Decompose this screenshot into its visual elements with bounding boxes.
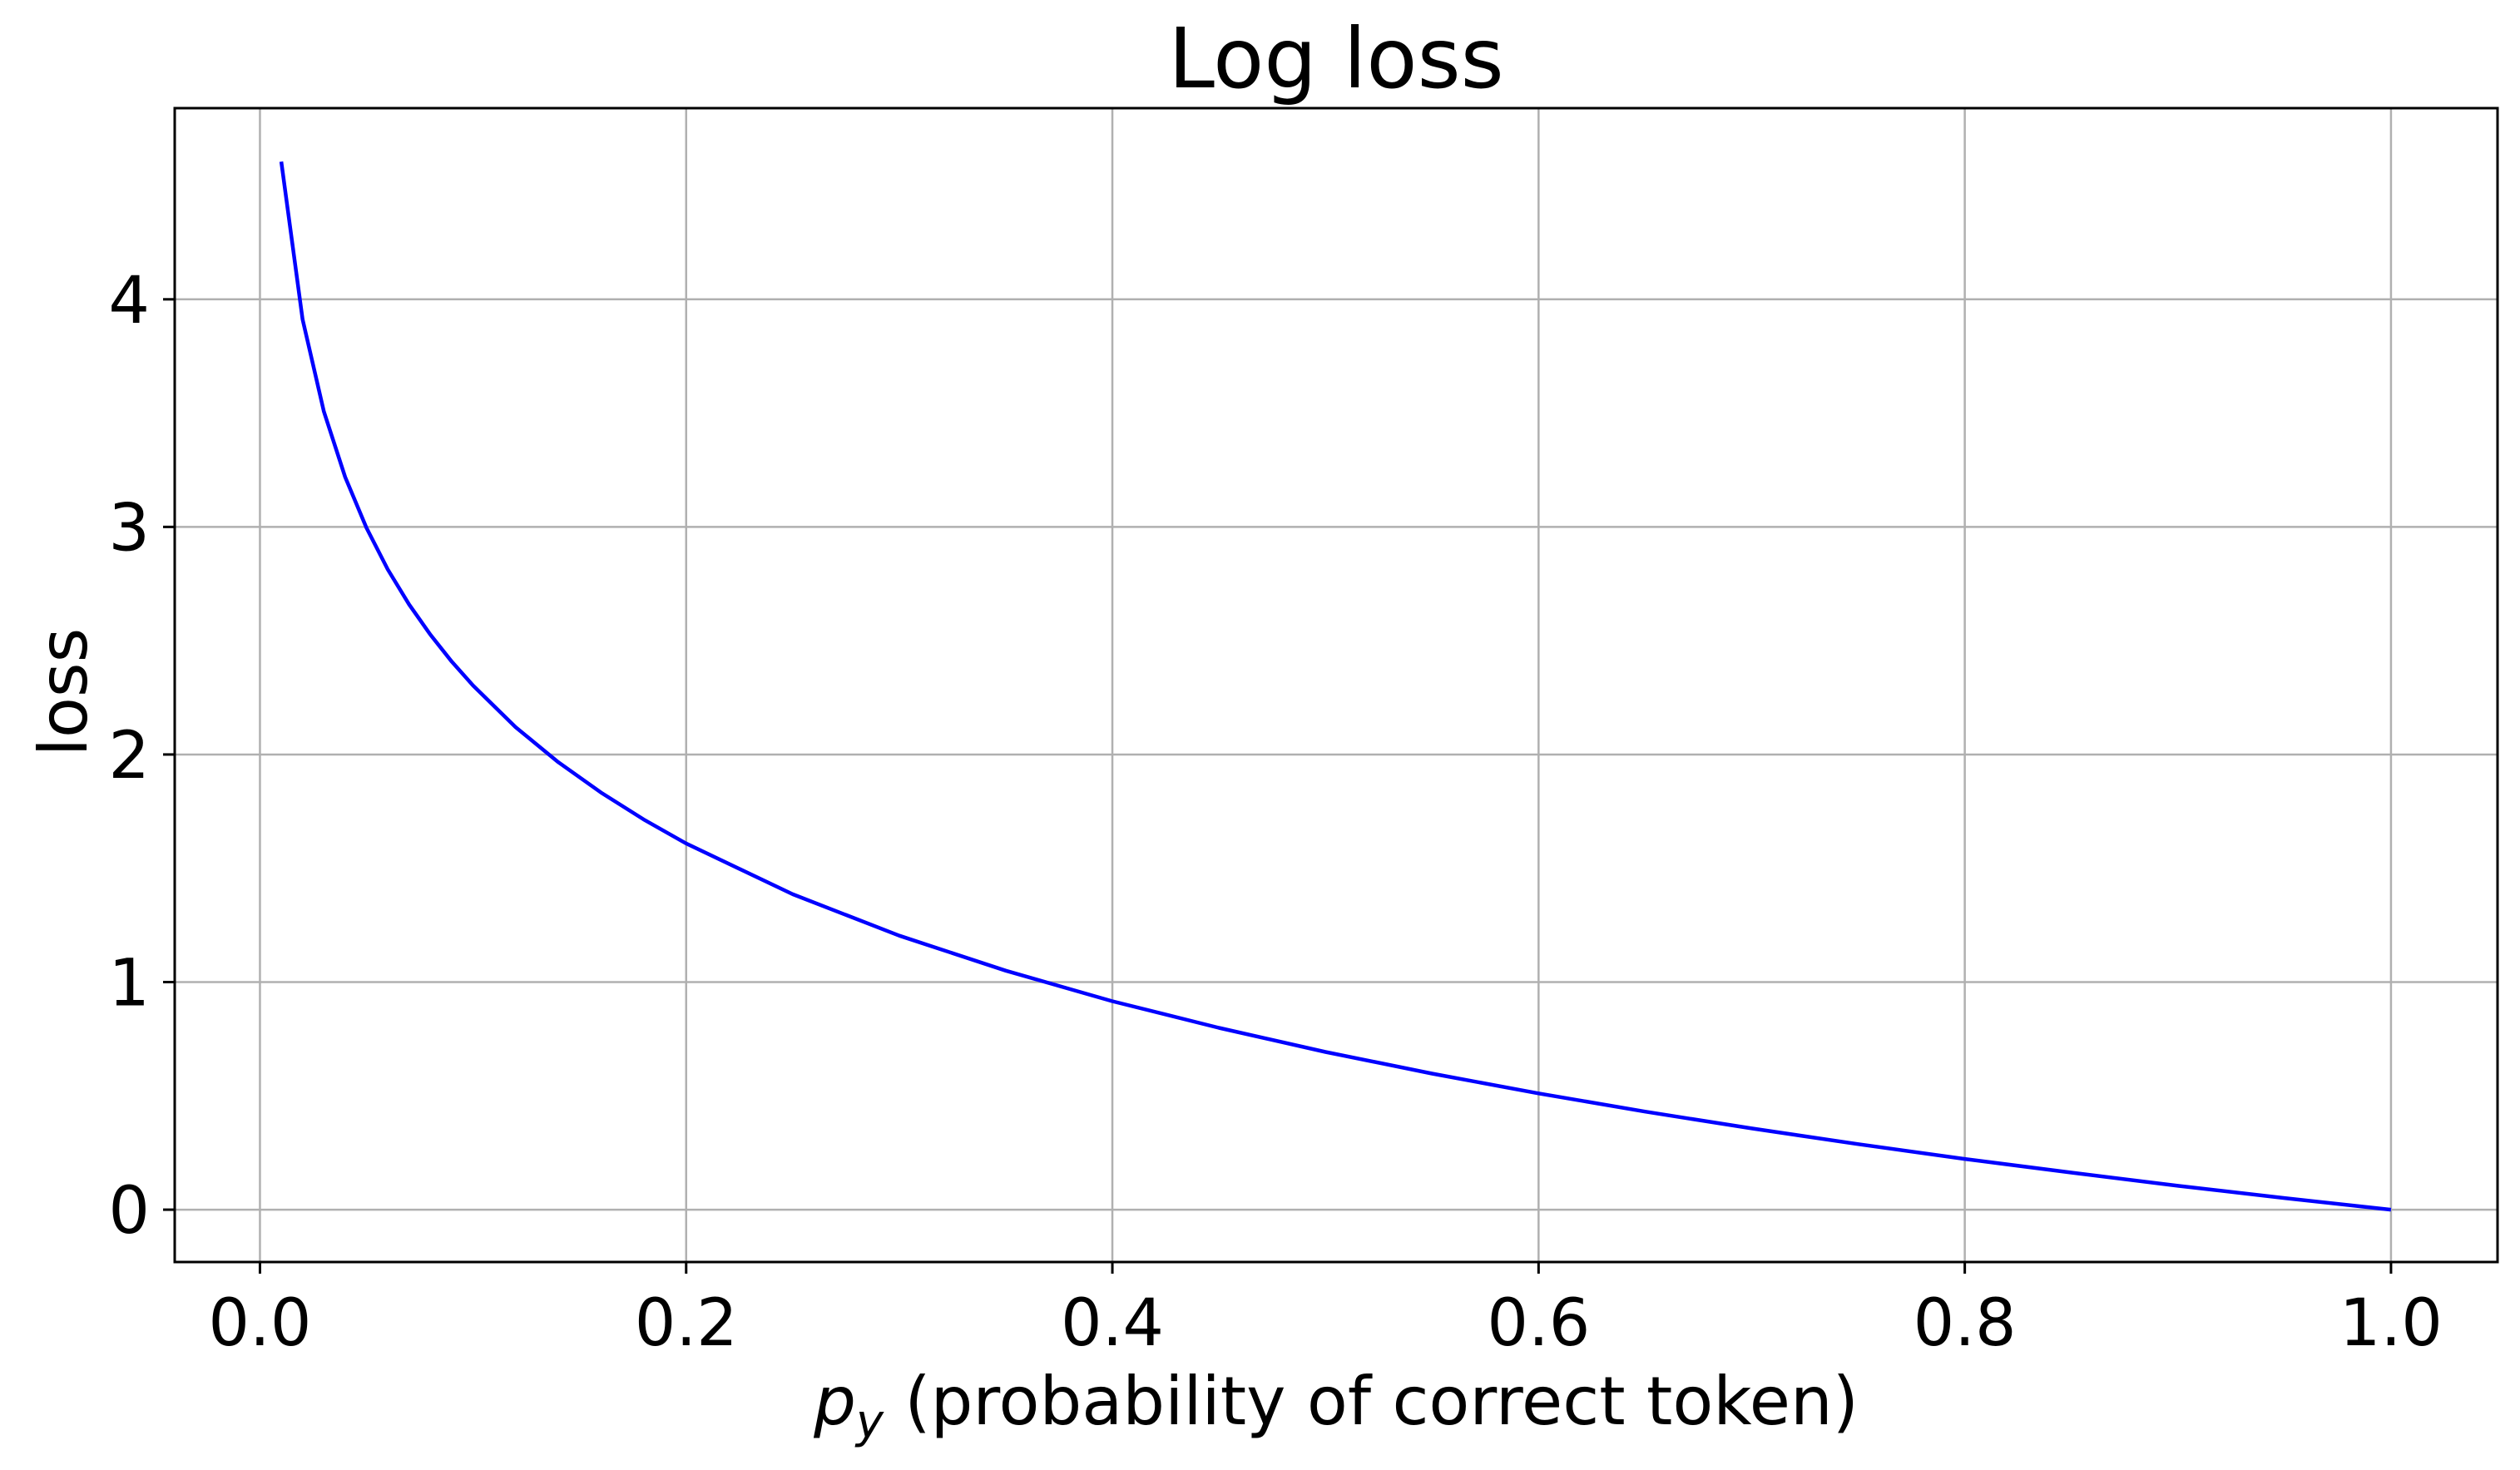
y-tick-label: 2 (108, 719, 150, 794)
loss-curve-line (279, 161, 2392, 1212)
x-axis-label-rest: (probability of correct token) (884, 1363, 1859, 1440)
x-axis-label-symbol: p (813, 1363, 856, 1440)
y-tick-label: 0 (108, 1174, 150, 1249)
y-tick-label: 1 (108, 947, 150, 1022)
x-tick-label: 0.0 (208, 1286, 311, 1361)
x-axis-label-subscript: y (854, 1395, 884, 1449)
series-layer (279, 161, 2392, 1212)
x-tick-label: 1.0 (2339, 1286, 2443, 1361)
x-axis-ticks: 0.0 0.2 0.4 0.6 0.8 1.0 (208, 1262, 2443, 1361)
y-tick-label: 4 (108, 264, 150, 339)
x-tick-label: 0.4 (1061, 1286, 1164, 1361)
x-tick-label: 0.2 (635, 1286, 738, 1361)
x-axis-label: py (probability of correct token) (813, 1363, 1859, 1449)
y-tick-label: 3 (108, 491, 150, 566)
x-tick-label: 0.8 (1914, 1286, 2017, 1361)
grid-lines (175, 108, 2498, 1262)
x-tick-label: 0.6 (1487, 1286, 1590, 1361)
plot-frame (173, 106, 2499, 1264)
chart-title: Log loss (1168, 10, 1504, 107)
y-axis-ticks: 0 1 2 3 4 (108, 264, 175, 1249)
y-axis-label: loss (25, 628, 102, 757)
